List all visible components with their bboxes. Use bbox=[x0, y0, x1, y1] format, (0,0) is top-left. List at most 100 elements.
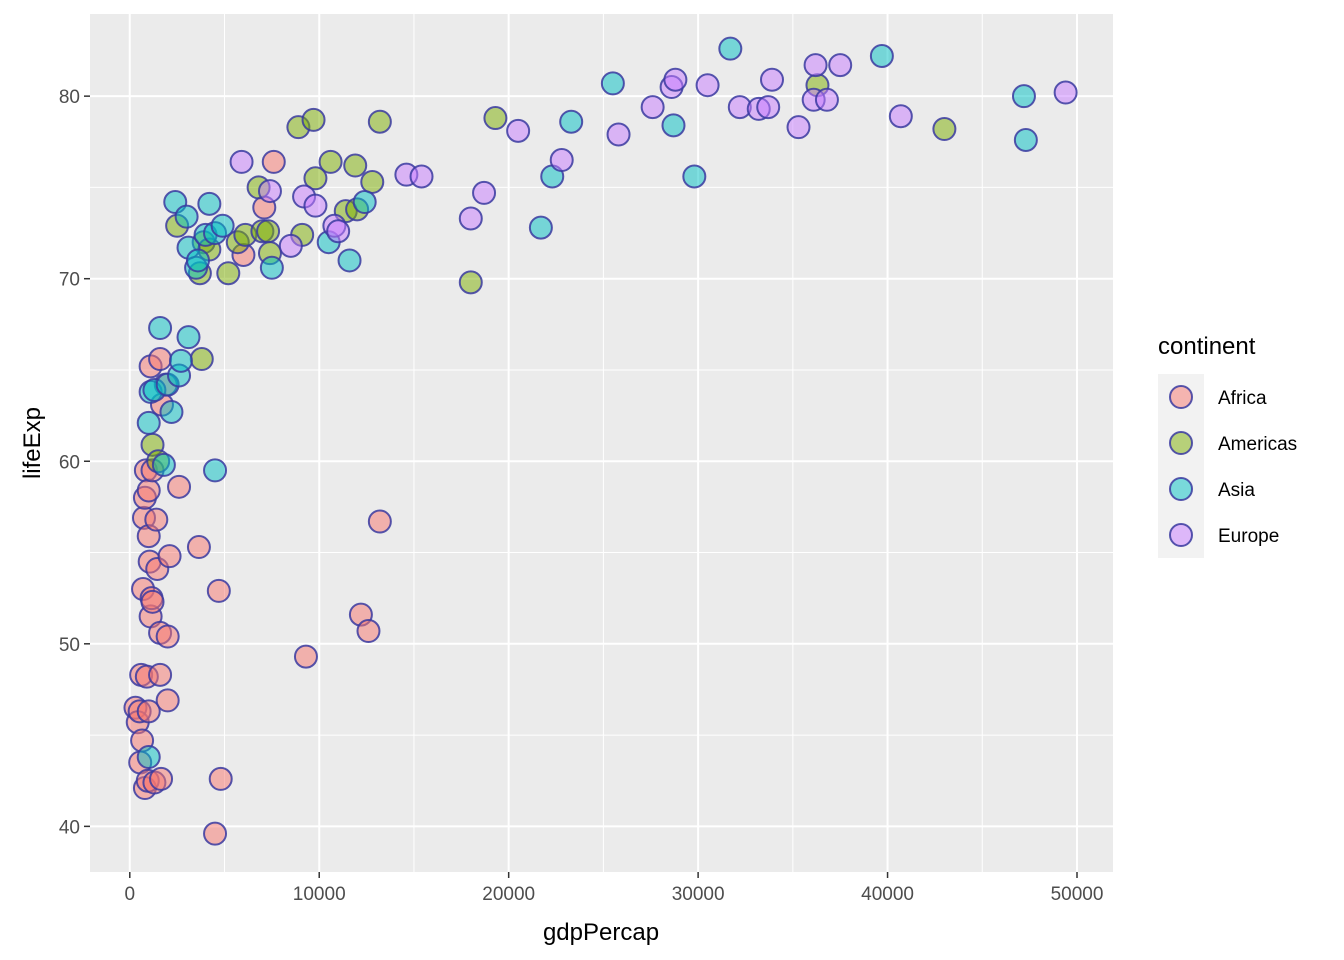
data-point-americas bbox=[318, 149, 343, 174]
minor-gridlines bbox=[90, 14, 1113, 872]
data-point-americas bbox=[367, 109, 392, 134]
y-axis-title: lifeExp bbox=[19, 407, 46, 479]
data-point-americas bbox=[343, 153, 368, 178]
legend-label-americas: Americas bbox=[1218, 434, 1297, 455]
data-point-europe bbox=[458, 206, 483, 231]
y-tick-label: 60 bbox=[59, 452, 80, 473]
data-point-europe bbox=[760, 67, 784, 92]
data-point-africa bbox=[356, 619, 381, 644]
data-point-asia bbox=[1011, 84, 1036, 109]
data-point-asia bbox=[1013, 127, 1038, 152]
data-point-africa bbox=[136, 699, 161, 724]
data-point-asia bbox=[197, 191, 222, 216]
data-point-americas bbox=[216, 261, 241, 286]
data-point-americas bbox=[301, 107, 326, 132]
data-point-europe bbox=[756, 95, 781, 120]
data-point-europe bbox=[303, 193, 328, 218]
data-point-asia bbox=[210, 213, 235, 238]
data-point-europe bbox=[803, 53, 828, 78]
data-point-europe bbox=[409, 164, 434, 189]
data-point-americas bbox=[483, 106, 508, 131]
legend: continent Africa Americas Asia Europe bbox=[1158, 333, 1297, 558]
y-tick-label: 50 bbox=[59, 635, 80, 656]
data-point-europe bbox=[229, 149, 254, 174]
data-point-asia bbox=[176, 325, 201, 350]
data-point-europe bbox=[888, 104, 913, 129]
data-point-asia bbox=[168, 348, 193, 373]
legend-label-africa: Africa bbox=[1218, 388, 1267, 409]
data-point-africa bbox=[136, 478, 161, 503]
y-tick-label: 70 bbox=[59, 270, 80, 291]
data-point-europe bbox=[472, 180, 497, 205]
data-point-africa bbox=[186, 535, 211, 560]
x-tick-label: 20000 bbox=[482, 884, 535, 905]
data-point-americas bbox=[458, 270, 483, 295]
data-point-asia bbox=[136, 744, 161, 769]
data-point-americas bbox=[256, 219, 281, 244]
data-point-africa bbox=[261, 149, 286, 174]
legend-label-europe: Europe bbox=[1218, 526, 1279, 547]
data-point-europe bbox=[278, 233, 303, 258]
data-point-europe bbox=[814, 87, 839, 112]
data-point-asia bbox=[682, 164, 707, 189]
data-point-africa bbox=[203, 821, 228, 846]
data-point-africa bbox=[155, 624, 180, 649]
data-point-africa bbox=[155, 688, 180, 713]
data-point-europe bbox=[663, 67, 688, 92]
data-point-europe bbox=[786, 115, 811, 140]
x-axis-title: gdpPercap bbox=[543, 919, 659, 946]
data-point-asia bbox=[151, 452, 176, 477]
data-point-asia bbox=[148, 315, 173, 340]
data-point-asia bbox=[352, 190, 377, 215]
data-point-europe bbox=[506, 118, 531, 143]
data-point-europe bbox=[326, 219, 351, 244]
data-point-asia bbox=[600, 71, 625, 96]
y-axis: 40 50 60 70 80 bbox=[59, 87, 90, 838]
data-point-asia bbox=[174, 204, 199, 229]
x-tick-label: 50000 bbox=[1051, 884, 1104, 905]
data-point-asia bbox=[661, 113, 686, 138]
data-point-africa bbox=[148, 347, 173, 372]
data-point-europe bbox=[549, 148, 574, 173]
data-point-europe bbox=[606, 122, 631, 147]
legend-label-asia: Asia bbox=[1218, 480, 1255, 501]
x-axis: 0 10000 20000 30000 40000 50000 bbox=[124, 872, 1103, 905]
x-tick-label: 0 bbox=[124, 884, 135, 905]
data-point-asia bbox=[869, 43, 894, 68]
data-point-americas bbox=[303, 166, 328, 191]
y-tick-label: 80 bbox=[59, 87, 80, 108]
major-gridlines bbox=[90, 14, 1113, 872]
legend-key-americas bbox=[1169, 431, 1193, 455]
data-point-africa bbox=[144, 507, 169, 532]
data-point-africa bbox=[208, 766, 233, 791]
data-point-americas bbox=[189, 347, 214, 372]
data-point-africa bbox=[206, 578, 231, 603]
legend-key-europe bbox=[1169, 523, 1193, 547]
x-tick-label: 30000 bbox=[672, 884, 725, 905]
x-tick-label: 10000 bbox=[293, 884, 346, 905]
data-point-africa bbox=[149, 766, 174, 791]
data-point-europe bbox=[640, 95, 665, 120]
data-point-africa bbox=[148, 662, 173, 687]
data-point-asia bbox=[559, 109, 584, 134]
data-point-asia bbox=[259, 255, 284, 280]
legend-key-asia bbox=[1169, 477, 1193, 501]
data-point-europe bbox=[257, 179, 282, 204]
data-point-asia bbox=[203, 458, 228, 483]
data-point-americas bbox=[932, 117, 957, 142]
x-tick-label: 40000 bbox=[861, 884, 914, 905]
data-point-africa bbox=[367, 509, 392, 534]
data-points bbox=[123, 36, 1078, 846]
data-point-africa bbox=[157, 544, 182, 569]
y-tick-label: 40 bbox=[59, 817, 80, 838]
legend-title: continent bbox=[1158, 333, 1256, 360]
legend-key-africa bbox=[1169, 385, 1193, 409]
data-point-europe bbox=[1053, 80, 1078, 105]
data-point-africa bbox=[293, 644, 318, 669]
data-point-asia bbox=[528, 215, 553, 240]
data-point-asia bbox=[185, 248, 210, 273]
data-point-europe bbox=[695, 73, 720, 98]
panel-background bbox=[90, 14, 1113, 872]
data-point-asia bbox=[136, 410, 161, 435]
